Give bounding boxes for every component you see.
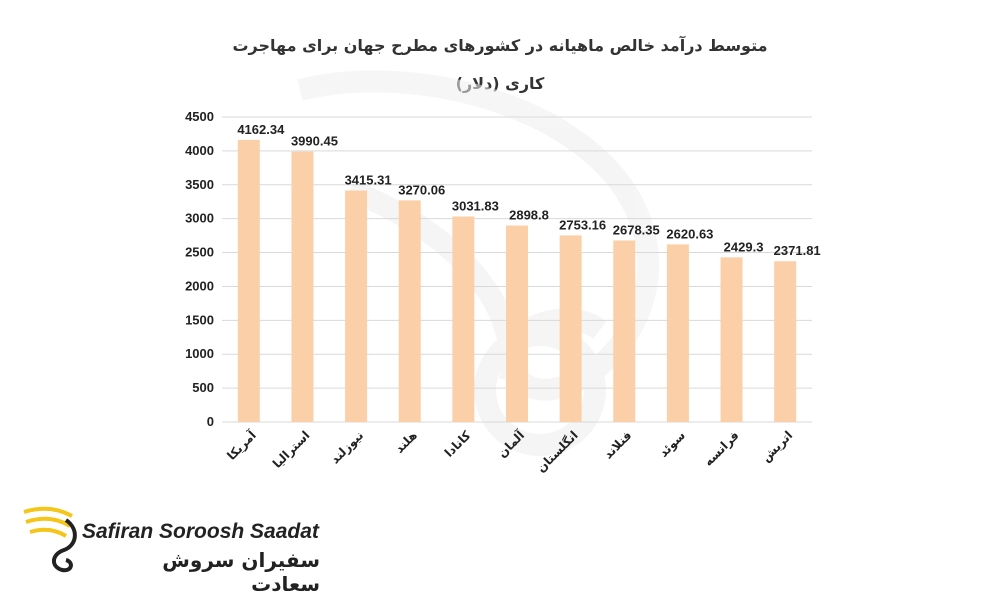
data-label: 4162.34 bbox=[237, 122, 285, 137]
brand-name-persian: سفیران سروش سعادت bbox=[162, 548, 320, 596]
x-tick-label: استرالیا bbox=[270, 428, 313, 471]
y-tick-label: 500 bbox=[192, 380, 214, 395]
bar bbox=[720, 257, 743, 422]
x-tick-label: آمریکا bbox=[224, 427, 260, 463]
data-label: 3990.45 bbox=[291, 134, 338, 149]
bar bbox=[291, 151, 314, 422]
bar bbox=[237, 139, 260, 422]
swan-logo-icon bbox=[23, 506, 77, 573]
y-tick-label: 1500 bbox=[185, 312, 214, 327]
data-label: 3270.06 bbox=[398, 182, 445, 197]
data-label: 2678.35 bbox=[613, 222, 660, 237]
y-tick-label: 2000 bbox=[185, 278, 214, 293]
bar bbox=[506, 225, 528, 422]
data-label: 2898.8 bbox=[509, 208, 549, 223]
data-label: 2371.81 bbox=[774, 243, 821, 258]
y-tick-label: 4500 bbox=[185, 109, 214, 124]
bar bbox=[398, 200, 421, 422]
x-tick-label: سوئد bbox=[656, 428, 688, 460]
y-tick-label: 4000 bbox=[185, 143, 214, 158]
x-tick-label: کانادا bbox=[442, 428, 474, 460]
bar bbox=[666, 244, 689, 422]
bar bbox=[452, 216, 475, 422]
x-tick-label: اتریش bbox=[759, 428, 795, 464]
data-label: 3415.31 bbox=[345, 173, 392, 188]
x-tick-label: هلند bbox=[392, 428, 420, 456]
x-tick-label: فرانسه bbox=[701, 428, 742, 469]
x-tick-label: فنلاند bbox=[601, 428, 634, 461]
brand-logo: Safiran Soroosh Saadat سفیران سروش سعادت bbox=[20, 490, 320, 596]
bar bbox=[559, 235, 582, 422]
y-tick-label: 3000 bbox=[185, 211, 214, 226]
y-tick-label: 2500 bbox=[185, 245, 214, 260]
y-tick-label: 0 bbox=[207, 414, 214, 429]
y-tick-label: 3500 bbox=[185, 177, 214, 192]
data-label: 2429.3 bbox=[724, 239, 764, 254]
chart-title-line-1: متوسط درآمد خالص ماهیانه در کشورهای مطرح… bbox=[232, 36, 768, 55]
bar bbox=[613, 240, 636, 422]
bar bbox=[774, 261, 797, 422]
x-tick-label: نیوزلند bbox=[328, 428, 367, 467]
data-label: 2620.63 bbox=[666, 226, 713, 241]
bar bbox=[345, 190, 368, 422]
brand-name-english: Safiran Soroosh Saadat bbox=[82, 520, 319, 543]
data-label: 2753.16 bbox=[559, 217, 606, 232]
y-tick-label: 1000 bbox=[185, 346, 214, 361]
data-label: 3031.83 bbox=[452, 199, 499, 214]
